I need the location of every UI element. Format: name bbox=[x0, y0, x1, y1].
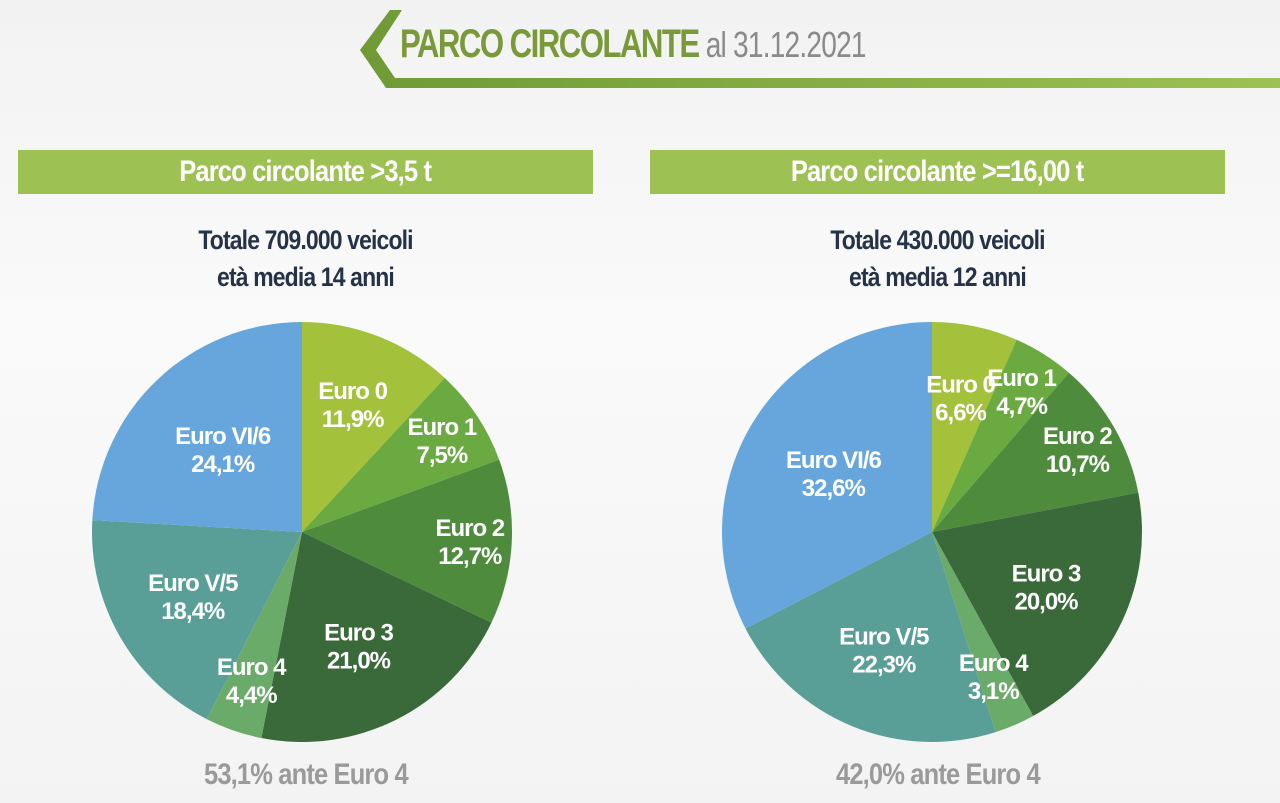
pie-slice-euro-1 bbox=[932, 339, 1069, 532]
pie-slice-euro-2 bbox=[302, 459, 512, 623]
slice-value: 18,4% bbox=[161, 598, 225, 625]
slice-label: Euro 1 bbox=[987, 365, 1056, 392]
pie-slice-euro-1 bbox=[302, 378, 500, 532]
pie-slice-euro-0 bbox=[932, 322, 1017, 532]
chart-title-1: Parco circolante >3,5 t bbox=[18, 150, 593, 194]
slice-label: Euro V/5 bbox=[148, 570, 238, 597]
pie-slice-euro-3 bbox=[261, 532, 492, 742]
slice-label: Euro 2 bbox=[435, 515, 504, 542]
slice-value: 32,6% bbox=[802, 475, 866, 502]
header-chevron-decoration bbox=[360, 10, 1280, 88]
chart-footnote-1: 53,1% ante Euro 4 bbox=[203, 758, 409, 791]
chart-subtitle-2: Totale 430.000 veicoli età media 12 anni bbox=[830, 225, 1045, 292]
pie-slice-euro-vi-6 bbox=[721, 322, 932, 629]
pie-chart-2: Euro 06,6%Euro 14,7% Euro 210,7% Euro 320,… bbox=[721, 322, 1142, 742]
slice-label: Euro 4 bbox=[217, 654, 287, 681]
slice-label: Euro 4 bbox=[959, 650, 1029, 677]
slice-value: 11,9% bbox=[322, 406, 384, 433]
slice-value: 7,5% bbox=[416, 442, 467, 469]
slice-value: 20,0% bbox=[1014, 589, 1078, 616]
slice-label: Euro V/5 bbox=[839, 623, 929, 650]
pie-slice-euro-3 bbox=[932, 492, 1142, 717]
slice-label: Euro 2 bbox=[1043, 423, 1112, 450]
chart-subtitle-1: Totale 709.000 veicoli età media 14 anni bbox=[198, 225, 413, 292]
pie-slice-euro-4 bbox=[206, 532, 302, 739]
pie-slice-euro-v-5 bbox=[745, 532, 996, 742]
chart-footnote-2: 42,0% ante Euro 4 bbox=[835, 758, 1041, 791]
slice-label: Euro 3 bbox=[324, 620, 393, 647]
slice-value: 22,3% bbox=[852, 651, 916, 678]
slice-value: 24,1% bbox=[191, 451, 255, 478]
slice-label: Euro 3 bbox=[1012, 561, 1081, 588]
slice-value: 6,6% bbox=[935, 399, 986, 426]
chart-title-2: Parco circolante >=16,00 t bbox=[650, 150, 1225, 194]
page-date: al 31.12.2021 bbox=[705, 24, 867, 65]
slice-value: 3,1% bbox=[968, 678, 1019, 705]
pie-slice-euro-v-5 bbox=[91, 520, 302, 720]
slice-label: Euro VI/6 bbox=[175, 423, 271, 450]
slice-value: 4,7% bbox=[996, 393, 1047, 420]
pie-slice-euro-0 bbox=[302, 322, 445, 532]
slice-value: 10,7% bbox=[1046, 451, 1110, 478]
pie-slice-euro-vi-6 bbox=[92, 322, 302, 532]
pie-slice-euro-2 bbox=[932, 372, 1139, 532]
pie-chart-1: Euro 011,9% Euro 17,5% Euro 212,7% Euro 321… bbox=[91, 322, 512, 742]
slice-value: 4,4% bbox=[226, 682, 277, 709]
page-title: PARCO CIRCOLANTE al 31.12.2021 bbox=[400, 22, 867, 66]
slice-value: 12,7% bbox=[438, 543, 502, 570]
slice-label: Euro 1 bbox=[407, 414, 476, 441]
slice-value: 21,0% bbox=[327, 648, 391, 675]
pie-slice-euro-4 bbox=[932, 532, 1034, 733]
slice-label: Euro 0 bbox=[318, 378, 387, 405]
slice-label: Euro VI/6 bbox=[786, 447, 882, 474]
slice-label: Euro 0 bbox=[926, 371, 995, 398]
